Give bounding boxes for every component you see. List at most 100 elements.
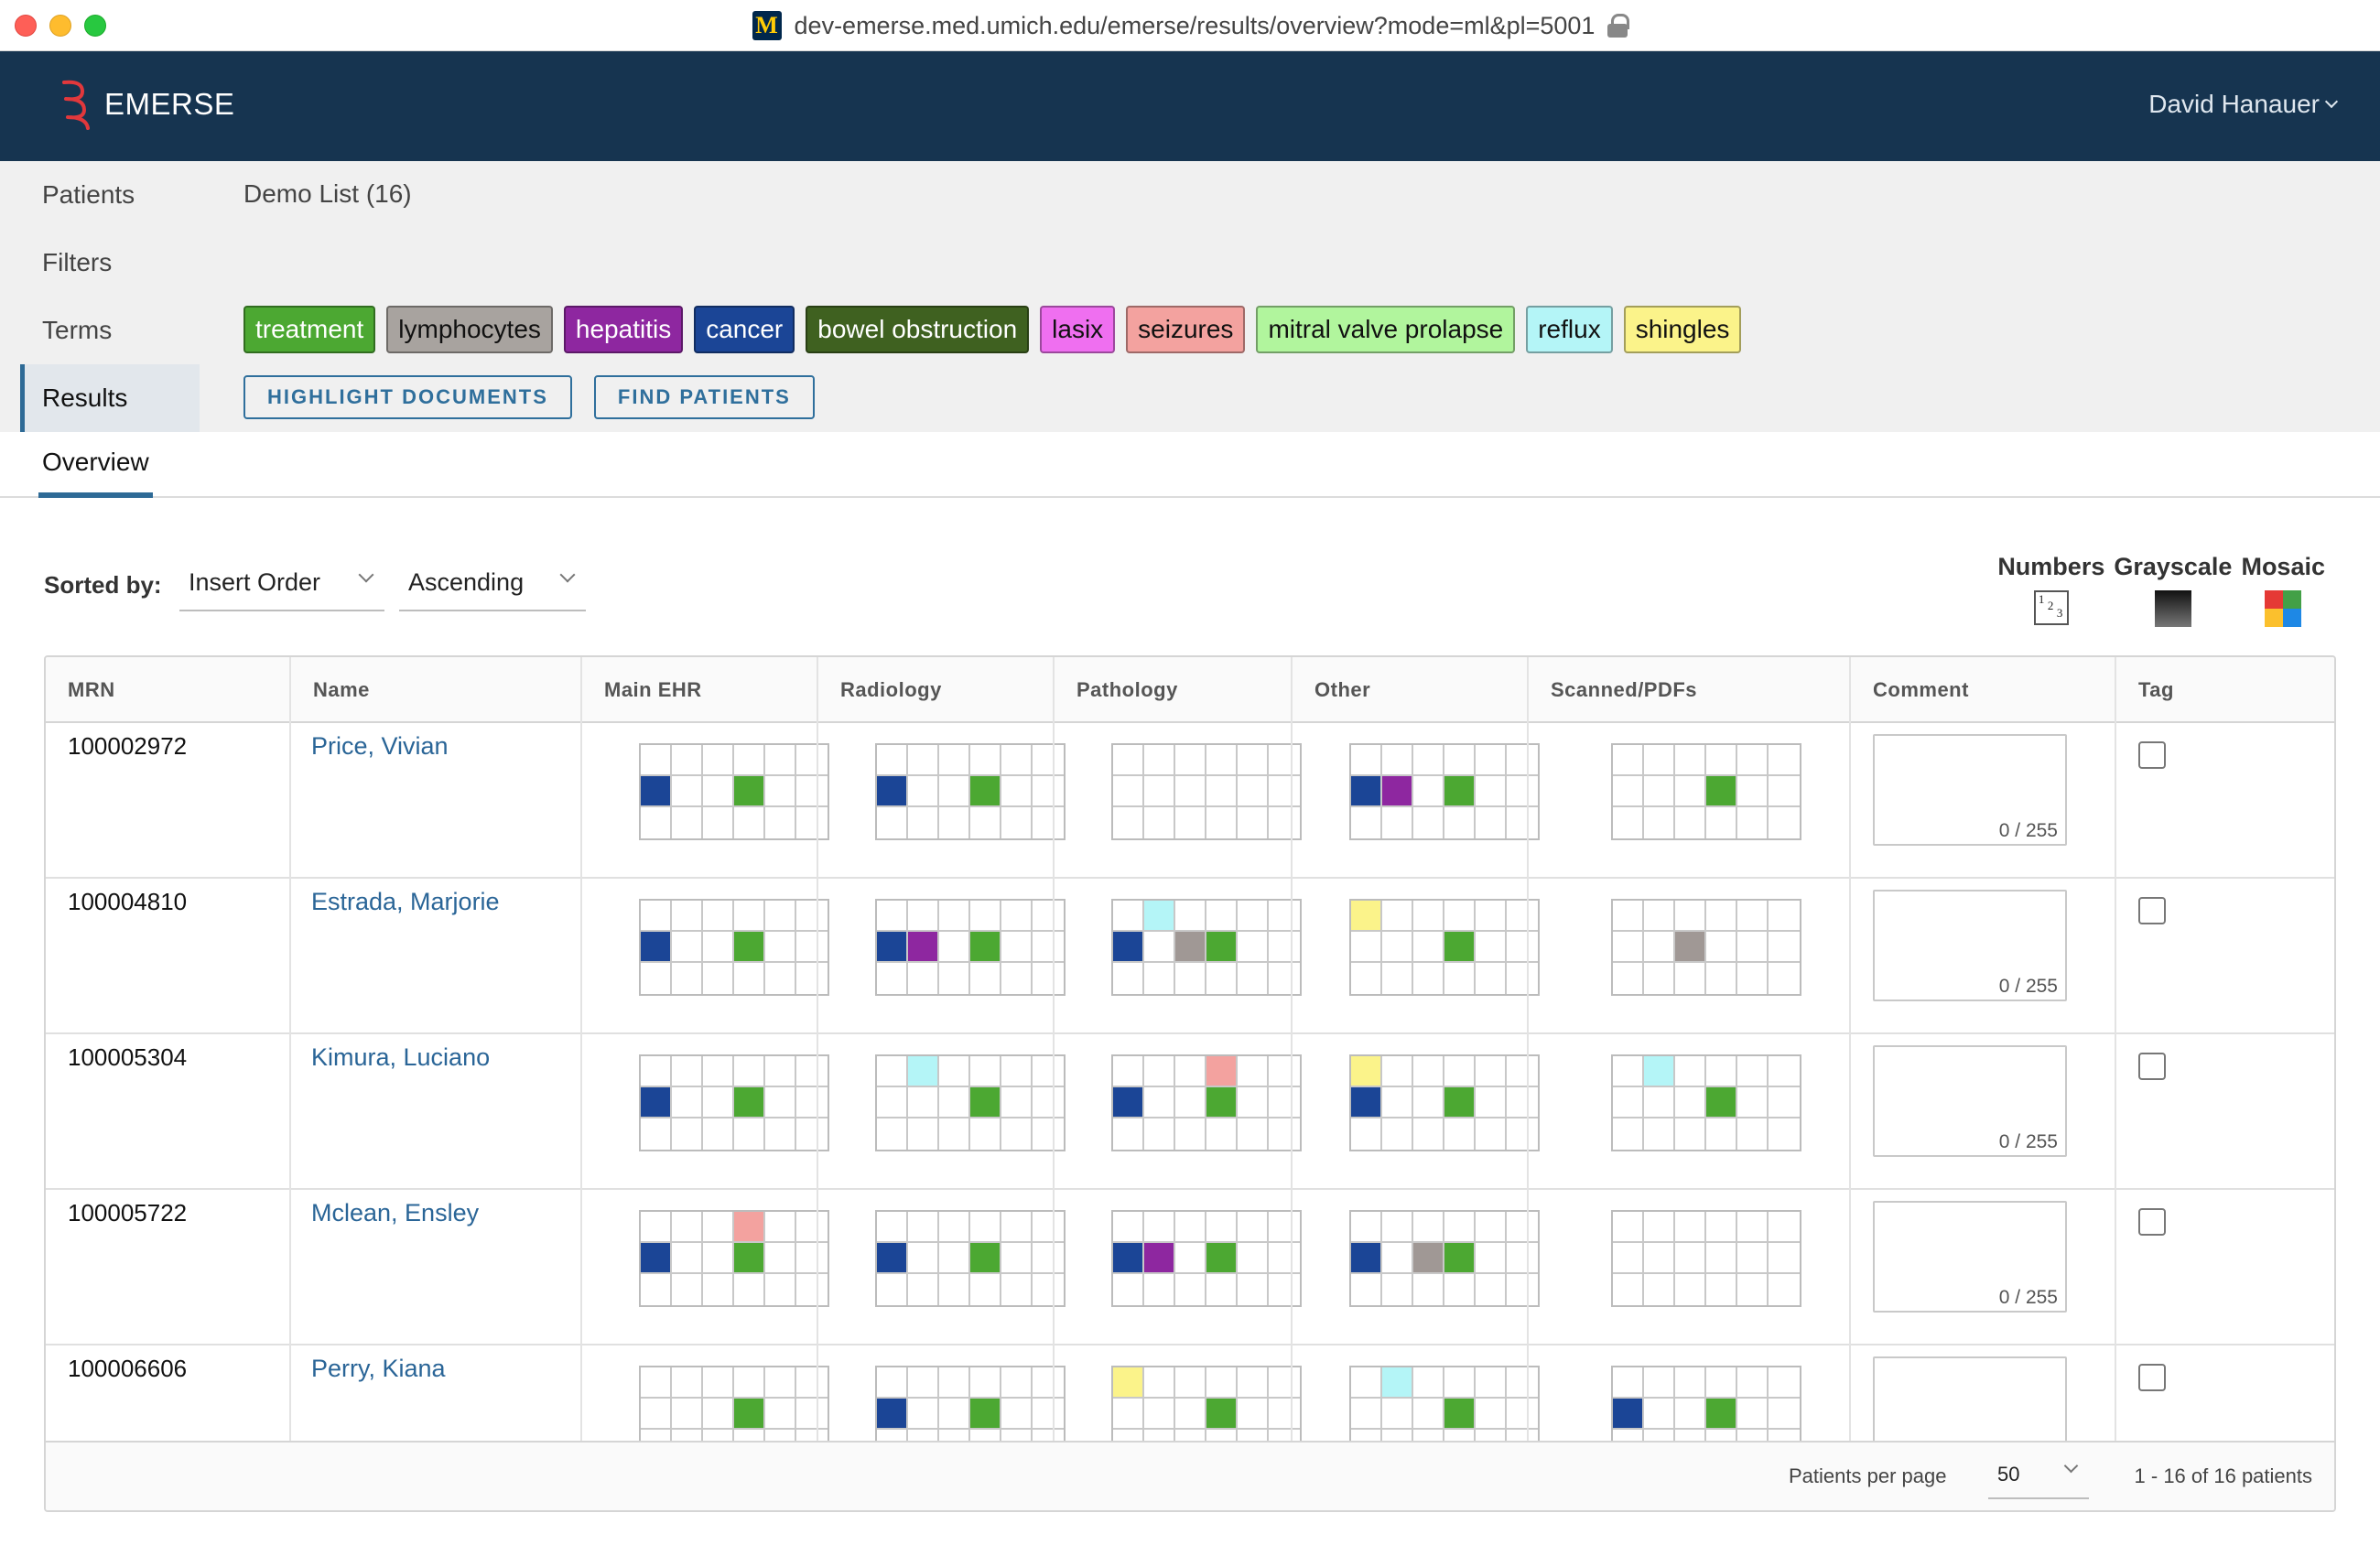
- term-hit-grid[interactable]: [1111, 1054, 1302, 1151]
- column-header[interactable]: Other: [1314, 678, 1371, 701]
- term-hit-grid[interactable]: [1111, 1366, 1302, 1441]
- term-hit-grid[interactable]: [875, 1054, 1066, 1151]
- address-bar[interactable]: M dev-emerse.med.umich.edu/emerse/result…: [0, 0, 2380, 51]
- term-hit-grid[interactable]: [1611, 1210, 1801, 1307]
- column-header[interactable]: Scanned/PDFs: [1551, 678, 1698, 701]
- term-hit-grid[interactable]: [875, 743, 1066, 840]
- grid-cell: [1113, 1056, 1144, 1087]
- view-mode-grayscale[interactable]: Grayscale: [2114, 553, 2232, 627]
- term-chip[interactable]: hepatitis: [563, 306, 684, 353]
- table-row: 100004810 Estrada, Marjorie 0 / 255: [46, 879, 2334, 1034]
- grid-cell: [1769, 901, 1800, 932]
- column-header[interactable]: Pathology: [1076, 678, 1178, 701]
- term-chip[interactable]: lymphocytes: [386, 306, 553, 353]
- patient-name-link[interactable]: Estrada, Marjorie: [311, 888, 500, 915]
- emerse-logo[interactable]: EMERSE: [55, 77, 234, 132]
- column-header[interactable]: Tag: [2138, 678, 2174, 701]
- tag-checkbox[interactable]: [2138, 897, 2166, 924]
- term-hit-grid[interactable]: [1611, 1366, 1801, 1441]
- close-window-button[interactable]: [15, 15, 37, 37]
- term-chip[interactable]: reflux: [1526, 306, 1613, 353]
- side-nav-item-results[interactable]: Results: [20, 364, 200, 432]
- grid-cell: [1113, 776, 1144, 807]
- grid-cell: [1113, 1274, 1144, 1305]
- patient-name-link[interactable]: Mclean, Ensley: [311, 1199, 480, 1226]
- zoom-window-button[interactable]: [84, 15, 106, 37]
- grid-cell: [1507, 1118, 1538, 1150]
- tab-overview[interactable]: Overview: [38, 432, 153, 498]
- term-chip[interactable]: treatment: [243, 306, 376, 353]
- comment-field[interactable]: 0 / 255: [1873, 1201, 2067, 1313]
- grid-cell: [1644, 745, 1675, 776]
- tag-checkbox[interactable]: [2138, 1208, 2166, 1236]
- comment-field[interactable]: 0 / 255: [1873, 1356, 2067, 1441]
- term-chip[interactable]: cancer: [694, 306, 795, 353]
- tag-checkbox[interactable]: [2138, 741, 2166, 769]
- term-hit-grid[interactable]: [639, 743, 829, 840]
- comment-field[interactable]: 0 / 255: [1873, 890, 2067, 1001]
- grid-cell: [877, 776, 908, 807]
- grid-cell: [765, 1367, 796, 1399]
- term-hit-grid[interactable]: [639, 1054, 829, 1151]
- term-hit-grid[interactable]: [639, 1366, 829, 1441]
- term-hit-grid[interactable]: [1349, 743, 1540, 840]
- highlight-documents-button[interactable]: HIGHLIGHT DOCUMENTS: [243, 375, 572, 419]
- grid-cell: [1175, 1056, 1206, 1087]
- term-chip[interactable]: shingles: [1623, 306, 1742, 353]
- term-hit-grid[interactable]: [875, 1366, 1066, 1441]
- grid-cell: [641, 1274, 672, 1305]
- per-page-select[interactable]: 50: [1988, 1452, 2089, 1499]
- patient-name-link[interactable]: Price, Vivian: [311, 732, 449, 760]
- grid-cell: [1351, 745, 1382, 776]
- grid-cell: [1113, 745, 1144, 776]
- column-header[interactable]: Radiology: [840, 678, 942, 701]
- term-hit-grid[interactable]: [1611, 899, 1801, 996]
- term-hit-grid[interactable]: [639, 899, 829, 996]
- term-chip[interactable]: mitral valve prolapse: [1256, 306, 1516, 353]
- user-menu[interactable]: David Hanauer: [2148, 90, 2339, 119]
- term-hit-grid[interactable]: [1111, 1210, 1302, 1307]
- tag-checkbox[interactable]: [2138, 1364, 2166, 1391]
- column-divider: [2115, 657, 2116, 1441]
- sort-direction-select[interactable]: Ascending: [399, 555, 586, 611]
- patient-name-link[interactable]: Kimura, Luciano: [311, 1043, 491, 1071]
- minimize-window-button[interactable]: [49, 15, 71, 37]
- grid-cell: [765, 745, 796, 776]
- grid-cell: [1382, 1399, 1413, 1430]
- sort-field-select[interactable]: Insert Order: [179, 555, 384, 611]
- term-hit-grid[interactable]: [1111, 743, 1302, 840]
- grid-cell: [672, 1087, 703, 1118]
- term-hit-grid[interactable]: [1611, 1054, 1801, 1151]
- side-nav-item-filters[interactable]: Filters: [20, 229, 200, 297]
- patient-list-name[interactable]: Demo List (16): [243, 179, 412, 208]
- grid-cell: [1769, 1430, 1800, 1441]
- column-header[interactable]: Main EHR: [604, 678, 702, 701]
- term-chip[interactable]: bowel obstruction: [806, 306, 1030, 353]
- tag-checkbox[interactable]: [2138, 1053, 2166, 1080]
- comment-field[interactable]: 0 / 255: [1873, 734, 2067, 846]
- view-mode-mosaic[interactable]: Mosaic: [2241, 553, 2325, 627]
- term-hit-grid[interactable]: [1349, 1366, 1540, 1441]
- term-hit-grid[interactable]: [1349, 899, 1540, 996]
- column-header[interactable]: Comment: [1873, 678, 1969, 701]
- side-nav-item-patients[interactable]: Patients: [20, 161, 200, 229]
- term-hit-grid[interactable]: [1349, 1210, 1540, 1307]
- term-hit-grid[interactable]: [875, 899, 1066, 996]
- comment-field[interactable]: 0 / 255: [1873, 1045, 2067, 1157]
- side-nav-item-terms[interactable]: Terms: [20, 297, 200, 364]
- term-hit-grid[interactable]: [1611, 743, 1801, 840]
- term-hit-grid[interactable]: [875, 1210, 1066, 1307]
- grid-cell: [970, 1212, 1001, 1243]
- term-hit-grid[interactable]: [1349, 1054, 1540, 1151]
- find-patients-button[interactable]: FIND PATIENTS: [593, 375, 815, 419]
- column-header[interactable]: Name: [313, 678, 370, 701]
- grid-cell: [1382, 1118, 1413, 1150]
- term-chip[interactable]: lasix: [1040, 306, 1116, 353]
- grid-cell: [1351, 1118, 1382, 1150]
- term-hit-grid[interactable]: [1111, 899, 1302, 996]
- column-header[interactable]: MRN: [68, 678, 115, 701]
- patient-name-link[interactable]: Perry, Kiana: [311, 1355, 446, 1382]
- term-chip[interactable]: seizures: [1126, 306, 1246, 353]
- term-hit-grid[interactable]: [639, 1210, 829, 1307]
